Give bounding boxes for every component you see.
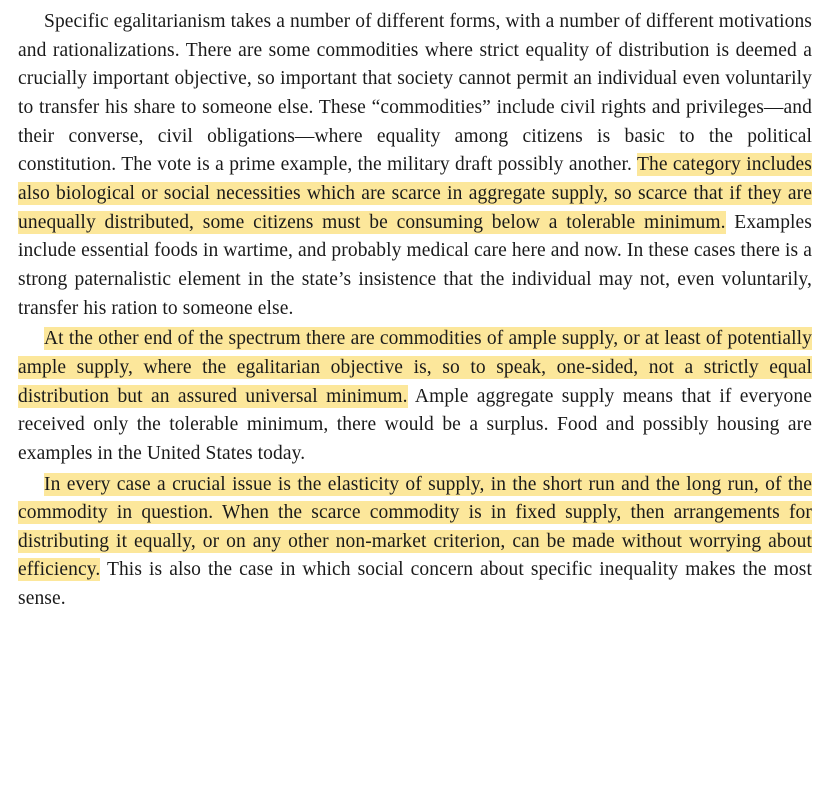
paragraph: At the other end of the spectrum there a… xyxy=(18,325,812,468)
body-text: This is also the case in which social co… xyxy=(18,559,812,609)
paragraph: Specific egalitarianism takes a number o… xyxy=(18,8,812,323)
document-page: Specific egalitarianism takes a number o… xyxy=(0,0,830,634)
paragraph: In every case a crucial issue is the ela… xyxy=(18,471,812,614)
body-text: Specific egalitarianism takes a number o… xyxy=(18,11,812,175)
